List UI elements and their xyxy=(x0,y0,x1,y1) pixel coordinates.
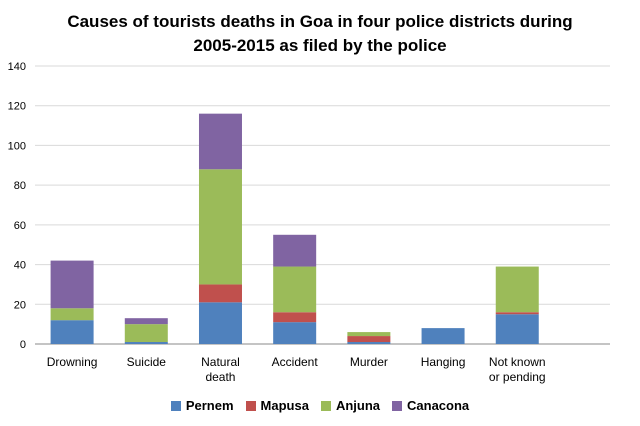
bar-anjuna-4 xyxy=(347,332,391,337)
y-tick-label: 100 xyxy=(8,140,26,152)
bar-pernem-5 xyxy=(421,328,465,344)
chart-title-line-1: Causes of tourists deaths in Goa in four… xyxy=(67,12,573,31)
y-tick-label: 20 xyxy=(14,299,26,311)
legend-label: Pernem xyxy=(185,398,234,413)
x-category-label: Not known xyxy=(489,355,546,369)
bar-canacona-1 xyxy=(124,318,168,325)
legend-item-anjuna: Anjuna xyxy=(320,398,381,413)
bar-pernem-3 xyxy=(273,322,317,344)
y-tick-label: 120 xyxy=(8,101,26,113)
x-category-label: or pending xyxy=(489,370,546,384)
x-category-label: Natural xyxy=(201,355,240,369)
bar-anjuna-1 xyxy=(124,324,168,343)
x-category-label: Drowning xyxy=(47,355,98,369)
bar-pernem-1 xyxy=(124,342,168,344)
y-tick-label: 140 xyxy=(8,61,26,73)
bar-anjuna-6 xyxy=(495,266,539,313)
bars xyxy=(50,113,539,344)
legend-item-mapusa: Mapusa xyxy=(245,398,309,413)
legend-swatch xyxy=(392,400,403,411)
bar-mapusa-6 xyxy=(495,312,539,315)
legend-label: Canacona xyxy=(407,398,470,413)
legend-swatch xyxy=(170,400,181,411)
bar-mapusa-2 xyxy=(198,284,242,303)
bar-canacona-2 xyxy=(198,113,242,170)
x-category-label: death xyxy=(205,370,235,384)
bar-pernem-2 xyxy=(198,302,242,344)
y-tick-label: 40 xyxy=(14,260,26,272)
chart-title-line-2: 2005-2015 as filed by the police xyxy=(193,36,447,55)
bar-anjuna-0 xyxy=(50,308,94,321)
legend-item-canacona: Canacona xyxy=(392,398,469,413)
legend-swatch xyxy=(320,400,331,411)
legend-label: Mapusa xyxy=(260,398,309,413)
y-tick-label: 60 xyxy=(14,220,26,232)
bar-canacona-0 xyxy=(50,260,94,309)
x-category-label: Hanging xyxy=(421,355,466,369)
x-category-label: Suicide xyxy=(127,355,167,369)
legend-label: Anjuna xyxy=(335,398,381,413)
bar-pernem-0 xyxy=(50,320,94,344)
y-axis-ticks: 0 20 40 60 80 100 120 140 xyxy=(8,61,26,351)
chart-title: Causes of tourists deaths in Goa in four… xyxy=(0,10,640,58)
x-category-label: Murder xyxy=(350,355,388,369)
x-category-label: Accident xyxy=(272,355,319,369)
y-tick-label: 80 xyxy=(14,180,26,192)
bar-pernem-6 xyxy=(495,314,539,344)
legend-swatch xyxy=(245,400,256,411)
bar-canacona-3 xyxy=(273,234,317,267)
legend: Pernem Mapusa Anjuna Canacona xyxy=(0,398,640,414)
bar-anjuna-2 xyxy=(198,169,242,285)
bar-anjuna-3 xyxy=(273,266,317,313)
legend-item-pernem: Pernem xyxy=(170,398,234,413)
bar-mapusa-4 xyxy=(347,336,391,343)
y-tick-label: 0 xyxy=(20,339,26,351)
bar-pernem-4 xyxy=(347,342,391,344)
bar-mapusa-3 xyxy=(273,312,317,323)
